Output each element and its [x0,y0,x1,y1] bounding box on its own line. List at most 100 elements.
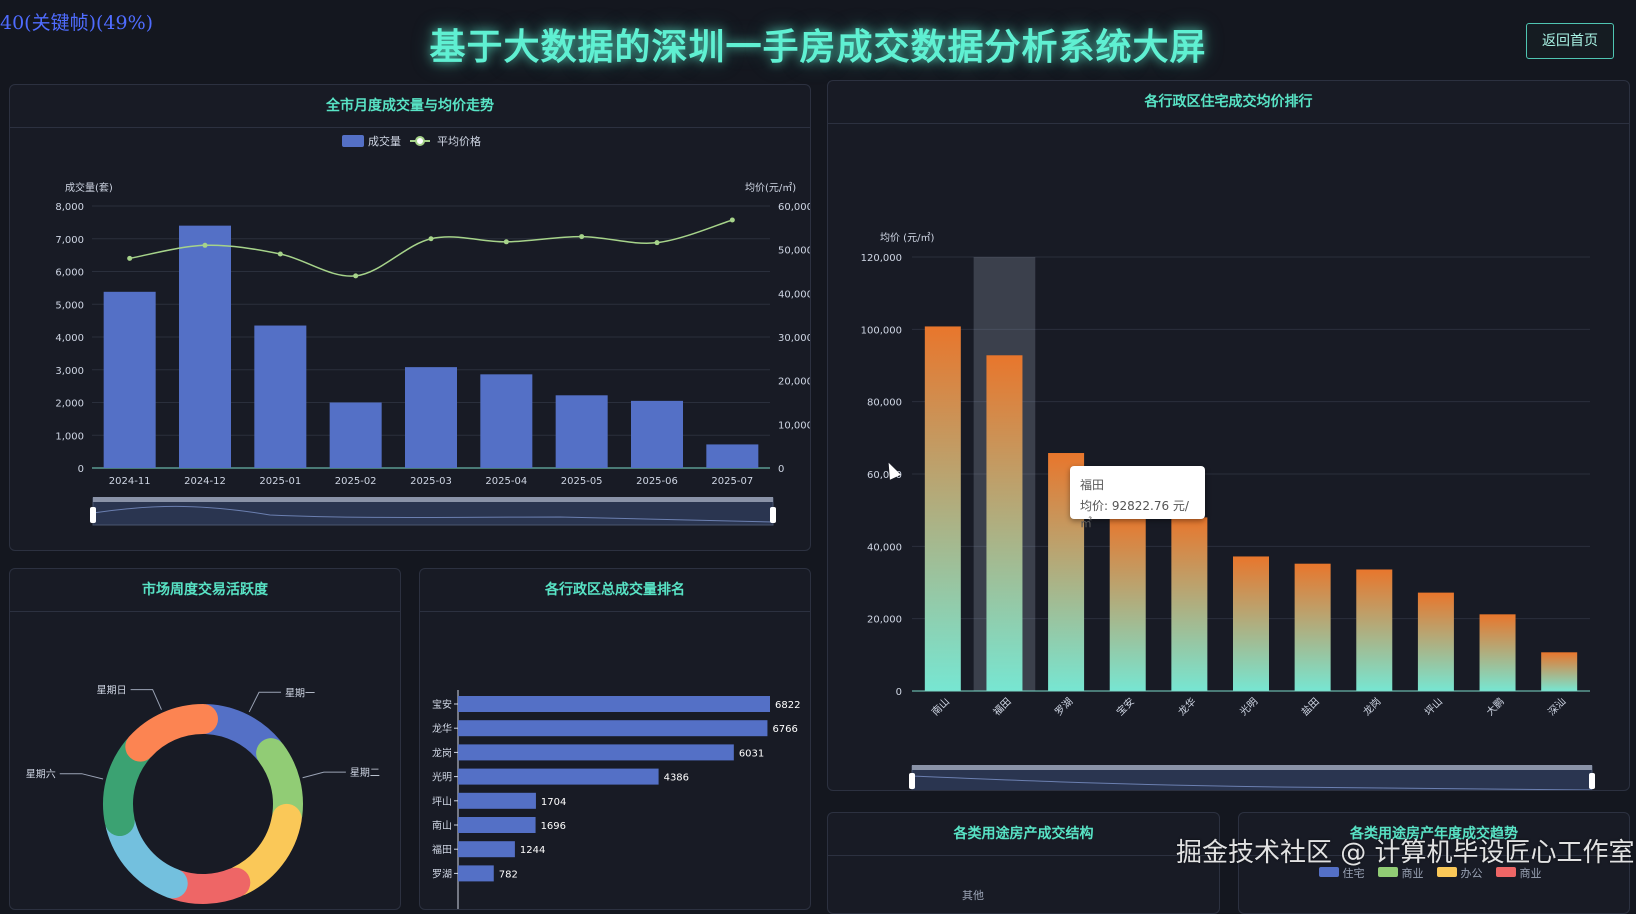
bar-value-label: 1696 [541,821,566,832]
slice-label-line [59,773,104,780]
bar [458,817,536,833]
legend-bar-swatch [342,135,364,147]
bar [405,367,457,468]
y-tick-label: 20,000 [867,615,902,626]
legend-label-1[interactable]: 住宅 [1342,867,1365,880]
district-volume-panel-title: 各行政区总成交量排名 [420,569,810,612]
price-point [729,217,735,223]
y-tick-label: 南山 [432,819,452,832]
zoom-slider-bar [912,765,1592,770]
legend-label-4[interactable]: 商业 [1519,867,1542,880]
district-price-panel: 各行政区住宅成交均价排行 均价 (元/㎡) 0 20,000 40,000 60,000… [827,80,1630,791]
bar-value-label: 6822 [775,700,800,711]
price-point [353,273,359,279]
y-tick-label: 80,000 [867,398,902,409]
bar [986,355,1023,691]
y-tick-label: 5,000 [55,300,84,311]
zoom-slider[interactable] [92,497,774,526]
x-tick-label: 2025-02 [335,476,377,487]
x-tick-label: 坪山 [1422,695,1445,718]
y-tick-label: 龙华 [432,722,452,735]
bar [458,792,536,809]
bar [329,402,382,468]
monthly-panel: 全市月度成交量与均价走势 成交量 平均价格 成交量(套) 均价(元/㎡) 0 1,000 2… [9,84,811,551]
legend-bar-label: 成交量 [368,134,401,148]
y-tick-label: 2,000 [55,399,84,410]
y-tick-label: 光明 [432,771,452,784]
zoom-slider-shadow [911,775,1593,790]
y-tick-label: 3,000 [55,366,84,377]
bar [1356,569,1393,691]
x-tick-label: 大鹏 [1483,695,1506,718]
zoom-handle-right[interactable] [1589,773,1595,789]
x-tick-label: 深汕 [1546,696,1569,719]
x-tick-label: 2024-12 [184,476,226,487]
usage-structure-panel-title: 各类用途房产成交结构 [828,813,1219,856]
legend-label-2[interactable]: 商业 [1401,867,1424,880]
watermark: 掘金技术社区 @ 计算机毕设匠心工作室 [1176,838,1635,868]
y-tick-label: 7,000 [55,235,84,246]
slice-label: 星期二 [350,767,380,779]
x-tick-label: 南山 [929,695,952,718]
legend-label-3[interactable]: 办公 [1460,867,1483,880]
y-tick-label: 罗湖 [432,868,452,880]
bar [631,400,683,468]
bar [1541,652,1578,691]
zoom-slider-shadow [92,505,774,523]
y-tick-label: 坪山 [432,795,452,808]
slice-label-line [130,689,162,710]
y-tick-label: 0 [78,464,84,475]
x-tick-label: 罗湖 [1053,696,1076,719]
y2-tick-label: 0 [778,464,784,475]
y-tick-label: 100,000 [861,325,902,336]
x-tick-label: 2025-01 [259,476,301,487]
zoom-handle-left[interactable] [909,773,915,789]
y-tick-label: 1,000 [55,431,84,442]
district-price-chart[interactable]: 均价 (元/㎡) 0 20,000 40,000 60,000 80,000 100,000… [828,81,1629,790]
y2-tick-label: 40,000 [778,289,810,300]
y-tick-label: 60,000 [867,470,902,481]
y2-tick-label: 50,000 [778,246,810,257]
price-point [579,234,585,240]
y-tick-label: 4,000 [55,333,84,344]
y-tick-label: 宝安 [432,698,452,711]
x-tick-label: 福田 [990,695,1013,718]
zoom-handle-left[interactable] [90,507,96,523]
y-tick-label: 龙岗 [432,746,452,759]
x-tick-label: 宝安 [1114,695,1137,718]
bar [458,696,770,712]
bar [924,326,961,691]
bar [458,744,734,761]
home-button[interactable]: 返回首页 [1526,23,1614,59]
district-volume-chart[interactable]: 宝安 6822 龙华 6766 龙岗 6031 光明 4386 坪山 1704 南山 1696 福田 12… [420,569,810,909]
bar-value-label: 4386 [664,773,689,784]
tooltip-value: 均价: 92822.76 元/㎡ [1080,499,1189,530]
bar [480,374,533,468]
price-point [277,251,283,257]
usage-structure-label: 其他 [962,889,984,902]
bar [458,720,768,737]
y-tick-label: 40,000 [867,542,902,553]
bar-value-label: 6031 [739,748,764,759]
usage-trend-panel-title: 各类用途房产年度成交趋势 [1239,813,1629,856]
y2-axis-title: 均价(元/㎡) [745,182,796,194]
legend-line-marker [415,136,425,146]
y2-tick-label: 60,000 [778,202,810,213]
slice-label-line [248,691,282,713]
tooltip-title: 福田 [1080,478,1105,492]
weekday-panel: 市场周度交易活跃度 星期一 星期二 星期六 星期日 [9,568,401,910]
y-axis-title: 均价 (元/㎡) [880,232,934,244]
bar [179,225,231,468]
x-tick-label: 2024-11 [109,476,151,487]
x-tick-label: 光明 [1237,695,1260,718]
bar [1417,592,1454,691]
y2-tick-label: 30,000 [778,333,810,344]
chart-tooltip: 福田 均价: 92822.76 元/㎡ [1070,466,1205,530]
price-point [654,240,660,246]
bar [458,865,494,882]
zoom-handle-right[interactable] [770,507,776,523]
donut-slice [103,734,153,836]
slice-label: 星期一 [285,687,315,699]
